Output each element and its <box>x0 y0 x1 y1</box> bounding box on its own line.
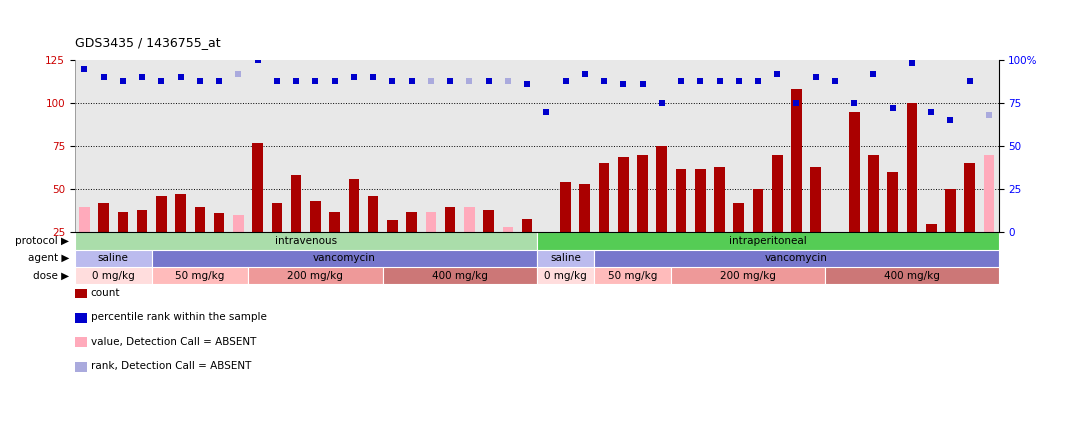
Bar <box>945 189 956 276</box>
Bar <box>425 212 436 276</box>
Bar <box>290 175 301 276</box>
Bar <box>907 103 917 276</box>
Bar <box>503 227 513 276</box>
Bar <box>714 167 725 276</box>
Bar <box>444 206 455 276</box>
Text: intraperitoneal: intraperitoneal <box>728 236 806 246</box>
Bar <box>984 155 994 276</box>
Bar <box>561 182 570 276</box>
Text: protocol ▶: protocol ▶ <box>15 236 69 246</box>
Bar <box>248 267 382 284</box>
Bar <box>695 169 706 276</box>
Text: vancomycin: vancomycin <box>765 253 828 263</box>
Bar <box>753 189 764 276</box>
Text: rank, Detection Call = ABSENT: rank, Detection Call = ABSENT <box>91 361 251 371</box>
Bar <box>537 232 999 250</box>
Text: agent ▶: agent ▶ <box>28 253 69 263</box>
Bar <box>464 206 474 276</box>
Bar <box>483 210 493 276</box>
Text: saline: saline <box>98 253 128 263</box>
Bar <box>271 203 282 276</box>
Text: 0 mg/kg: 0 mg/kg <box>545 270 587 281</box>
Bar <box>98 203 109 276</box>
Bar <box>964 163 975 276</box>
Bar <box>79 206 90 276</box>
Bar <box>657 146 668 276</box>
Bar <box>618 157 629 276</box>
Bar <box>137 210 147 276</box>
Bar <box>75 232 536 250</box>
Bar <box>233 215 244 276</box>
Bar <box>152 250 537 267</box>
Bar <box>537 267 595 284</box>
Bar <box>387 220 397 276</box>
Text: value, Detection Call = ABSENT: value, Detection Call = ABSENT <box>91 337 256 347</box>
Bar <box>595 250 999 267</box>
Text: 200 mg/kg: 200 mg/kg <box>721 270 776 281</box>
Bar <box>676 169 687 276</box>
Text: saline: saline <box>550 253 581 263</box>
Bar <box>367 196 378 276</box>
Bar <box>310 202 320 276</box>
Bar <box>214 214 224 276</box>
Bar <box>926 224 937 276</box>
Text: 50 mg/kg: 50 mg/kg <box>608 270 658 281</box>
Bar <box>599 163 610 276</box>
Bar <box>117 212 128 276</box>
Text: GDS3435 / 1436755_at: GDS3435 / 1436755_at <box>75 36 220 49</box>
Bar <box>888 172 898 276</box>
Bar <box>595 267 672 284</box>
Bar <box>522 218 532 276</box>
Bar <box>406 212 417 276</box>
Bar <box>348 179 359 276</box>
Bar <box>152 267 248 284</box>
Bar <box>734 203 744 276</box>
Bar <box>580 184 591 276</box>
Bar <box>252 143 263 276</box>
Bar <box>868 155 879 276</box>
Bar <box>638 155 648 276</box>
Bar <box>537 250 595 267</box>
Text: vancomycin: vancomycin <box>313 253 376 263</box>
Text: dose ▶: dose ▶ <box>33 270 69 281</box>
Text: percentile rank within the sample: percentile rank within the sample <box>91 313 267 322</box>
Bar <box>194 206 205 276</box>
Bar <box>811 167 821 276</box>
Bar <box>541 258 551 276</box>
Text: 400 mg/kg: 400 mg/kg <box>884 270 940 281</box>
Bar <box>156 196 167 276</box>
Text: 200 mg/kg: 200 mg/kg <box>287 270 343 281</box>
Bar <box>826 267 999 284</box>
Bar <box>382 267 536 284</box>
Bar <box>329 212 340 276</box>
Bar <box>75 250 152 267</box>
Bar <box>772 155 783 276</box>
Bar <box>830 248 841 276</box>
Text: 0 mg/kg: 0 mg/kg <box>92 270 135 281</box>
Bar <box>672 267 826 284</box>
Bar <box>849 112 860 276</box>
Bar <box>75 267 152 284</box>
Text: 400 mg/kg: 400 mg/kg <box>431 270 488 281</box>
Bar <box>175 194 186 276</box>
Bar <box>791 89 802 276</box>
Text: 50 mg/kg: 50 mg/kg <box>175 270 224 281</box>
Text: intravenous: intravenous <box>274 236 336 246</box>
Text: count: count <box>91 288 121 298</box>
